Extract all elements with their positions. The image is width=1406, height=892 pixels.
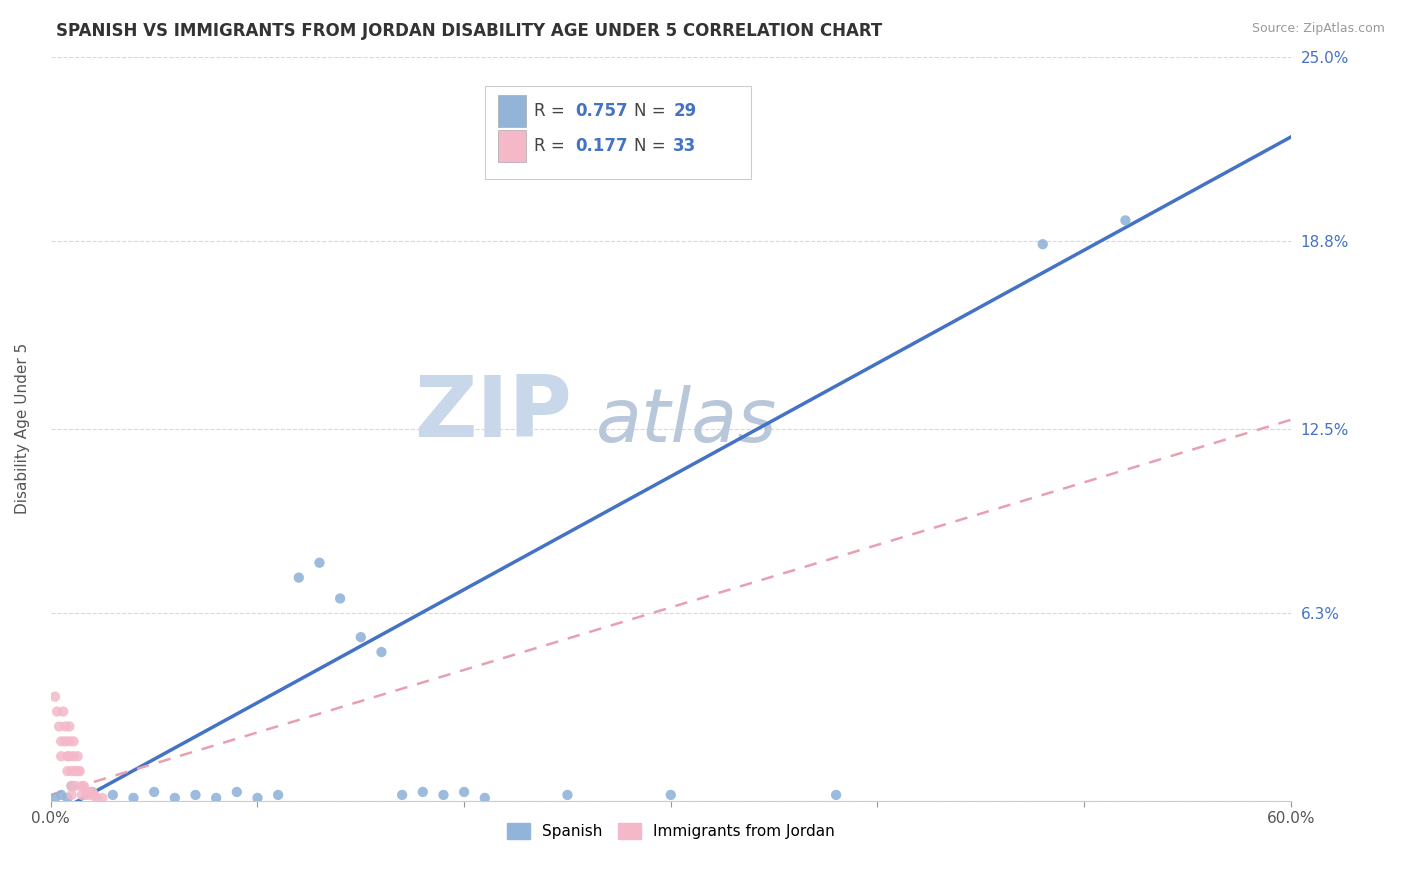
Point xyxy=(246,791,269,805)
Point xyxy=(65,779,87,793)
Point xyxy=(62,734,84,748)
Point xyxy=(77,785,100,799)
Point xyxy=(73,779,96,793)
Point xyxy=(1032,237,1054,252)
Point xyxy=(53,734,76,748)
Point xyxy=(91,791,114,805)
Point xyxy=(48,719,70,733)
Text: R =: R = xyxy=(534,137,571,155)
Point xyxy=(79,788,101,802)
Point xyxy=(453,785,475,799)
Point xyxy=(60,788,83,802)
Text: 29: 29 xyxy=(673,102,696,120)
Point xyxy=(267,788,290,802)
Point xyxy=(225,785,247,799)
Point xyxy=(58,749,80,764)
Point xyxy=(69,764,91,778)
Point xyxy=(288,571,311,585)
Point xyxy=(184,788,207,802)
Point xyxy=(56,764,79,778)
Point xyxy=(205,791,228,805)
Text: atlas: atlas xyxy=(596,385,778,458)
Point xyxy=(51,749,73,764)
Text: 0.757: 0.757 xyxy=(575,102,628,120)
Point xyxy=(44,690,66,704)
Legend: Spanish, Immigrants from Jordan: Spanish, Immigrants from Jordan xyxy=(501,817,841,846)
Point xyxy=(308,556,330,570)
Point xyxy=(70,788,93,802)
Text: R =: R = xyxy=(534,102,571,120)
Point xyxy=(82,785,104,799)
Text: SPANISH VS IMMIGRANTS FROM JORDAN DISABILITY AGE UNDER 5 CORRELATION CHART: SPANISH VS IMMIGRANTS FROM JORDAN DISABI… xyxy=(56,22,883,40)
Point xyxy=(60,779,83,793)
Text: N =: N = xyxy=(634,137,671,155)
Point xyxy=(84,791,107,805)
Point xyxy=(66,749,89,764)
FancyBboxPatch shape xyxy=(499,95,526,128)
Point xyxy=(56,791,79,805)
Point xyxy=(1114,213,1136,227)
Text: 33: 33 xyxy=(673,137,696,155)
Point xyxy=(52,705,75,719)
Point xyxy=(51,734,73,748)
Point xyxy=(122,791,145,805)
Point xyxy=(60,779,83,793)
FancyBboxPatch shape xyxy=(485,87,751,179)
Point xyxy=(370,645,392,659)
Point xyxy=(474,791,496,805)
Text: 0.177: 0.177 xyxy=(575,137,628,155)
Point xyxy=(391,788,413,802)
Point xyxy=(101,788,124,802)
Point xyxy=(83,788,105,802)
Point xyxy=(58,734,80,748)
Point xyxy=(412,785,434,799)
Point xyxy=(75,788,97,802)
Point xyxy=(143,785,166,799)
Point xyxy=(46,705,69,719)
Text: N =: N = xyxy=(634,102,671,120)
Point xyxy=(432,788,454,802)
Point xyxy=(56,749,79,764)
FancyBboxPatch shape xyxy=(499,129,526,162)
Point xyxy=(350,630,373,644)
Point xyxy=(659,788,682,802)
Point xyxy=(557,788,579,802)
Point xyxy=(51,788,73,802)
Text: Source: ZipAtlas.com: Source: ZipAtlas.com xyxy=(1251,22,1385,36)
Point xyxy=(66,764,89,778)
Point xyxy=(82,785,104,799)
Point xyxy=(62,749,84,764)
Point xyxy=(329,591,352,606)
Point xyxy=(44,791,66,805)
Y-axis label: Disability Age Under 5: Disability Age Under 5 xyxy=(15,343,30,515)
Text: ZIP: ZIP xyxy=(413,372,572,456)
Point xyxy=(65,764,87,778)
Point xyxy=(70,779,93,793)
Point xyxy=(60,764,83,778)
Point xyxy=(53,719,76,733)
Point xyxy=(58,719,80,733)
Point xyxy=(825,788,848,802)
Point xyxy=(163,791,186,805)
